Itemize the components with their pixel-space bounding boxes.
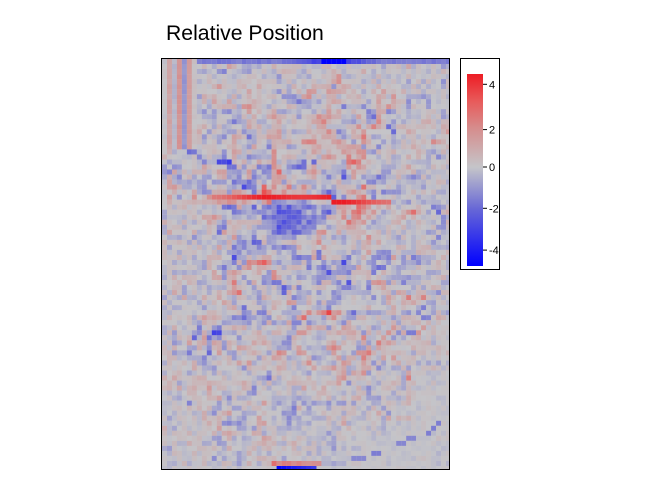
- svg-text:2: 2: [489, 125, 495, 137]
- svg-text:0: 0: [489, 162, 495, 174]
- svg-text:-4: -4: [489, 245, 499, 257]
- svg-text:-2: -2: [489, 203, 499, 215]
- svg-text:4: 4: [489, 79, 495, 91]
